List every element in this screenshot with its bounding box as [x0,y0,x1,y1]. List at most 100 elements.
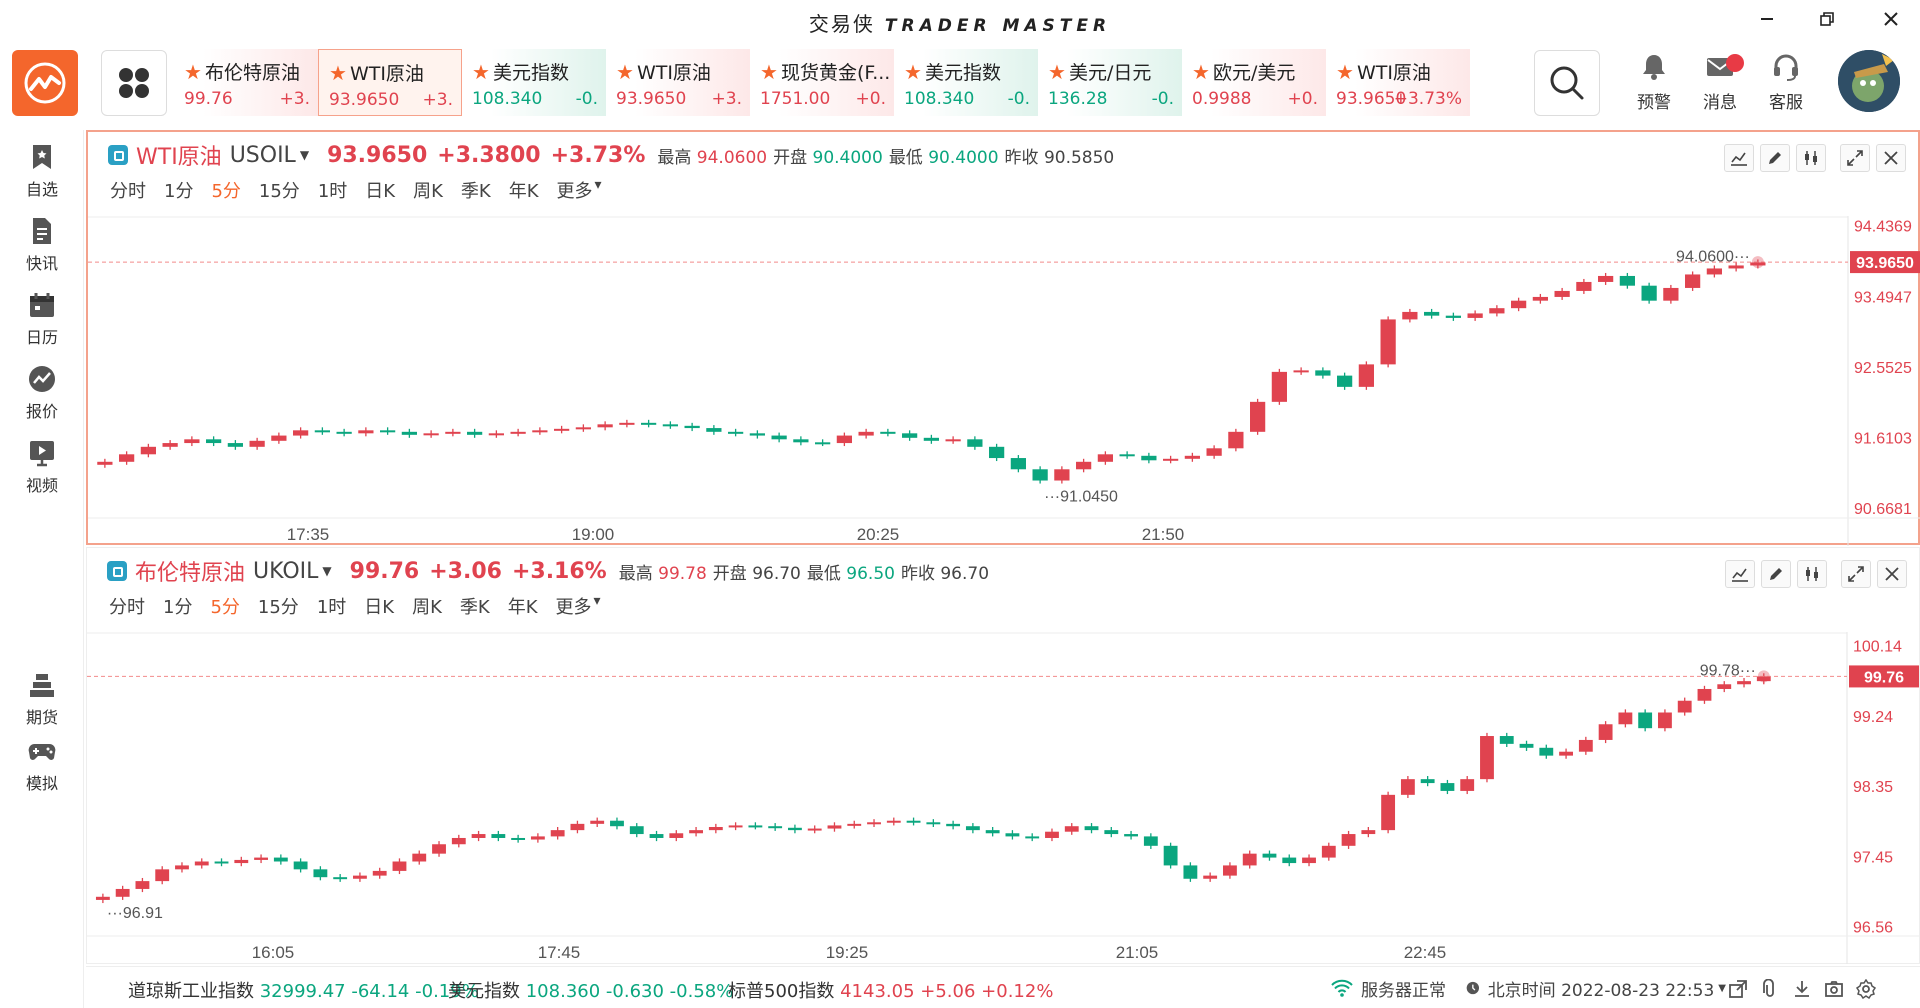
symbol-tab[interactable]: ★ WTI原油 93.9650 +3.73% [1326,49,1470,116]
candle-body [815,442,831,445]
sidebar-item-3[interactable]: 报价 [0,364,84,422]
alert-button[interactable]: 预警 [1626,52,1682,118]
period-2[interactable]: 5分 [210,597,240,618]
ticker-item[interactable]: 标普500指数 4143.05 +5.06 +0.12% [728,977,1053,1003]
star-icon[interactable]: ★ [329,60,347,85]
star-icon[interactable]: ★ [616,59,634,84]
candle-body [1228,431,1244,449]
symbol-tab[interactable]: ★ 欧元/美元 0.9988 +0. [1182,49,1326,116]
star-icon[interactable]: ★ [1192,59,1210,84]
expand-button[interactable] [1840,144,1870,172]
period-7[interactable]: 季K [459,597,490,618]
close-button[interactable] [1877,560,1907,588]
chevron-down-icon[interactable]: ▾ [593,593,601,609]
period-1[interactable]: 1分 [164,181,194,202]
star-icon[interactable]: ★ [1336,59,1354,84]
period-0[interactable]: 分时 [110,181,146,202]
symbol-tab[interactable]: ★ 美元指数 108.340 -0. [894,49,1038,116]
symbol-code[interactable]: UKOIL [253,558,319,584]
indicator-button[interactable] [1725,560,1755,588]
apps-grid-button[interactable] [101,50,167,116]
symbol-name[interactable]: 布伦特原油 [135,561,246,586]
last-price-pulse [1757,670,1770,683]
chart-panel-wti[interactable]: WTI原油 USOIL ▼ 93.9650 +3.3800 +3.73% 最高 … [86,130,1920,546]
period-5[interactable]: 日K [365,181,396,202]
period-3[interactable]: 15分 [257,597,299,618]
candle-body [649,834,664,838]
search-button[interactable] [1534,50,1600,116]
sidebar-item-6[interactable]: 模拟 [0,736,84,794]
chevron-down-icon[interactable]: ▼ [299,148,310,162]
sidebar-item-5[interactable]: 期货 [0,670,84,728]
period-9[interactable]: 更多 [555,597,592,618]
star-icon[interactable]: ★ [1048,59,1066,84]
sidebar-item-1[interactable]: 快讯 [0,216,84,274]
candle-body [1598,275,1614,282]
symbol-tab[interactable]: ★ WTI原油 93.9650 +3. [606,49,750,116]
clock[interactable]: 北京时间 2022-08-23 22:53 ▼ [1466,976,1726,1001]
ticker-item[interactable]: 美元指数 108.360 -0.630 -0.58% [448,977,733,1003]
download-icon[interactable] [1790,977,1814,1001]
compare-button[interactable] [1797,560,1827,588]
restore-button[interactable] [1804,0,1850,38]
period-6[interactable]: 周K [412,597,442,618]
period-6[interactable]: 周K [413,181,443,202]
chevron-down-icon[interactable]: ▾ [594,177,602,193]
pen-button[interactable] [1761,560,1791,588]
settings-icon[interactable] [1854,977,1878,1001]
sidebar-item-4[interactable]: 视频 [0,438,84,496]
candle-body [1242,853,1257,866]
candlestick-chart[interactable]: 94.4369 93.4947 92.5525 91.6103 90.6681 17:35… [88,216,1920,546]
symbol-code[interactable]: USOIL [229,142,296,168]
period-7[interactable]: 季K [460,181,491,202]
period-4[interactable]: 1时 [317,181,348,202]
close-button[interactable] [1876,144,1906,172]
candlestick-chart[interactable]: 100.14 99.24 98.35 97.45 96.56 16:05 17:45 19:2… [87,632,1920,964]
chevron-down-icon[interactable]: ▼ [322,564,332,578]
period-0[interactable]: 分时 [109,597,145,618]
period-4[interactable]: 1时 [316,597,347,618]
attach-icon[interactable] [1758,977,1782,1001]
app-logo[interactable] [12,50,78,116]
pen-button[interactable] [1760,144,1790,172]
period-8[interactable]: 年K [508,181,539,202]
star-icon[interactable]: ★ [760,59,778,84]
symbol-tab[interactable]: ★ 现货黄金(F... 1751.00 +0. [750,49,894,116]
period-3[interactable]: 15分 [258,181,300,202]
close-window-button[interactable] [1868,0,1914,38]
symbol-tab[interactable]: ★ 美元/日元 136.28 -0. [1038,49,1182,116]
star-icon[interactable]: ★ [904,59,922,84]
indicator-button[interactable] [1724,144,1754,172]
candle-body [1321,845,1336,858]
minimize-button[interactable] [1744,0,1790,38]
candle-body [1402,311,1418,320]
candle-body [467,431,483,435]
period-9[interactable]: 更多 [556,181,593,202]
period-2[interactable]: 5分 [211,181,241,202]
user-avatar[interactable] [1838,50,1900,112]
popout-icon[interactable] [1726,977,1750,1001]
star-icon[interactable]: ★ [184,59,202,84]
candle-body [1511,300,1527,309]
period-8[interactable]: 年K [507,597,538,618]
sidebar-item-0[interactable]: 自选 [0,142,84,200]
symbol-tab[interactable]: ★ 美元指数 108.340 -0. [462,49,606,116]
chevron-down-icon[interactable]: ▼ [1718,982,1726,994]
tab-name: ★ 布伦特原油 [184,58,300,85]
candle-body [1554,290,1570,297]
period-5[interactable]: 日K [364,597,395,618]
screenshot-icon[interactable] [1822,977,1846,1001]
expand-button[interactable] [1841,560,1871,588]
title-bar: 交易侠 TRADER MASTER [0,0,1920,38]
message-button[interactable]: 消息 [1692,52,1748,118]
sidebar-item-2[interactable]: 日历 [0,290,84,348]
compare-button[interactable] [1796,144,1826,172]
star-icon[interactable]: ★ [472,59,490,84]
symbol-tab[interactable]: ★ WTI原油 93.9650 +3. [318,49,462,116]
symbol-tab[interactable]: ★ 布伦特原油 99.76 +3. [174,49,318,116]
service-button[interactable]: 客服 [1758,52,1814,118]
chart-panel-brent[interactable]: 布伦特原油 UKOIL ▼ 99.76 +3.06 +3.16% 最高 99.7… [86,547,1920,964]
ticker-item[interactable]: 道琼斯工业指数 32999.47 -64.14 -0.19% [128,977,479,1003]
period-1[interactable]: 1分 [163,597,193,618]
symbol-name[interactable]: WTI原油 [136,145,222,170]
